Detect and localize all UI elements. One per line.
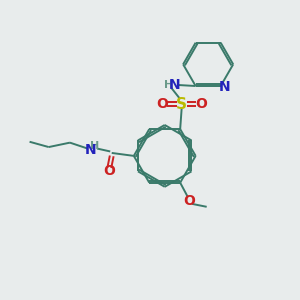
Text: N: N xyxy=(85,143,96,157)
Text: O: O xyxy=(103,164,115,178)
Text: O: O xyxy=(195,97,207,111)
Text: O: O xyxy=(183,194,195,208)
Text: H: H xyxy=(164,80,173,90)
Text: O: O xyxy=(156,97,168,111)
Text: N: N xyxy=(169,78,181,92)
Text: N: N xyxy=(218,80,230,94)
Text: H: H xyxy=(90,141,99,151)
Text: S: S xyxy=(176,97,187,112)
